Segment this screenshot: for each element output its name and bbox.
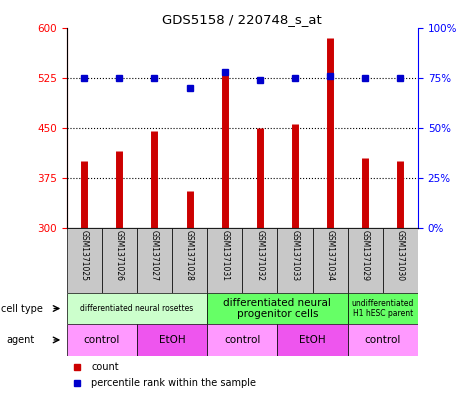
Text: GSM1371033: GSM1371033: [291, 230, 299, 281]
Text: GSM1371029: GSM1371029: [361, 230, 370, 281]
Text: percentile rank within the sample: percentile rank within the sample: [91, 378, 256, 387]
Text: GSM1371031: GSM1371031: [220, 230, 229, 281]
Bar: [102, 228, 137, 293]
Bar: [277, 228, 313, 293]
Text: GSM1371028: GSM1371028: [185, 230, 194, 281]
Text: GSM1371032: GSM1371032: [256, 230, 264, 281]
Text: EtOH: EtOH: [299, 335, 326, 345]
Text: cell type: cell type: [1, 303, 43, 314]
Text: EtOH: EtOH: [159, 335, 185, 345]
Bar: [348, 324, 418, 356]
Text: control: control: [365, 335, 401, 345]
Bar: [137, 324, 207, 356]
Bar: [313, 228, 348, 293]
Bar: [348, 228, 383, 293]
Text: GSM1371030: GSM1371030: [396, 230, 405, 281]
Bar: [348, 293, 418, 324]
Text: GSM1371027: GSM1371027: [150, 230, 159, 281]
Text: agent: agent: [6, 335, 34, 345]
Text: control: control: [224, 335, 260, 345]
Bar: [66, 228, 102, 293]
Bar: [66, 324, 137, 356]
Bar: [137, 228, 172, 293]
Text: differentiated neural
progenitor cells: differentiated neural progenitor cells: [223, 298, 332, 319]
Bar: [207, 228, 242, 293]
Bar: [207, 293, 348, 324]
Bar: [207, 324, 277, 356]
Bar: [277, 324, 348, 356]
Bar: [242, 228, 277, 293]
Title: GDS5158 / 220748_s_at: GDS5158 / 220748_s_at: [162, 13, 322, 26]
Text: differentiated neural rosettes: differentiated neural rosettes: [80, 304, 193, 313]
Text: GSM1371025: GSM1371025: [80, 230, 88, 281]
Text: undifferentiated
H1 hESC parent: undifferentiated H1 hESC parent: [352, 299, 414, 318]
Text: count: count: [91, 362, 119, 372]
Text: GSM1371026: GSM1371026: [115, 230, 124, 281]
Bar: [172, 228, 207, 293]
Text: GSM1371034: GSM1371034: [326, 230, 334, 281]
Bar: [66, 293, 207, 324]
Bar: [383, 228, 418, 293]
Text: control: control: [84, 335, 120, 345]
